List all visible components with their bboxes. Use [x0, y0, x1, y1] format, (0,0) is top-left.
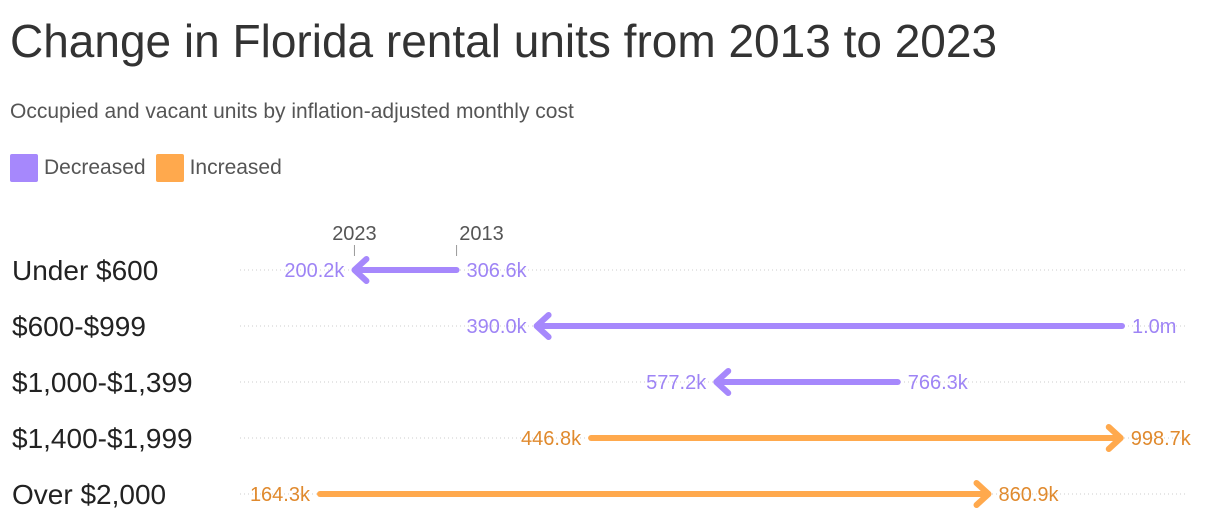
legend-swatch-decreased — [10, 154, 38, 182]
legend-item-increased: Increased — [155, 154, 282, 182]
value-label-end: 200.2k — [284, 260, 345, 282]
arrow-head — [713, 368, 732, 396]
year-label-end: 2023 — [332, 223, 377, 245]
category-label: $1,400-$1,999 — [12, 423, 193, 454]
chart-subtitle: Occupied and vacant units by inflation-a… — [10, 100, 574, 123]
category-label: $600-$999 — [12, 311, 146, 342]
value-label-start: 446.8k — [521, 428, 582, 450]
value-label-start: 766.3k — [908, 372, 969, 394]
value-label-end: 860.9k — [999, 484, 1060, 506]
chart-title: Change in Florida rental units from 2013… — [10, 15, 998, 67]
value-label-start: 306.6k — [467, 260, 528, 282]
legend-item-decreased: Decreased — [10, 154, 146, 182]
value-label-end: 998.7k — [1131, 428, 1192, 450]
arrow-head — [351, 256, 370, 284]
arrow-head — [533, 312, 552, 340]
legend: Decreased Increased — [10, 154, 292, 182]
legend-label-decreased: Decreased — [44, 156, 146, 179]
category-label: $1,000-$1,399 — [12, 367, 193, 398]
arrow-head — [973, 480, 992, 508]
year-label-start: 2013 — [459, 223, 504, 245]
legend-swatch-increased — [155, 154, 184, 182]
category-label: Over $2,000 — [12, 479, 166, 510]
legend-label-increased: Increased — [189, 156, 282, 179]
arrow-head — [1105, 424, 1124, 452]
value-label-end: 577.2k — [646, 372, 707, 394]
value-label-start: 164.3k — [250, 484, 311, 506]
value-label-start: 1.0m — [1132, 316, 1176, 338]
category-label: Under $600 — [12, 255, 158, 286]
value-label-end: 390.0k — [467, 316, 528, 338]
